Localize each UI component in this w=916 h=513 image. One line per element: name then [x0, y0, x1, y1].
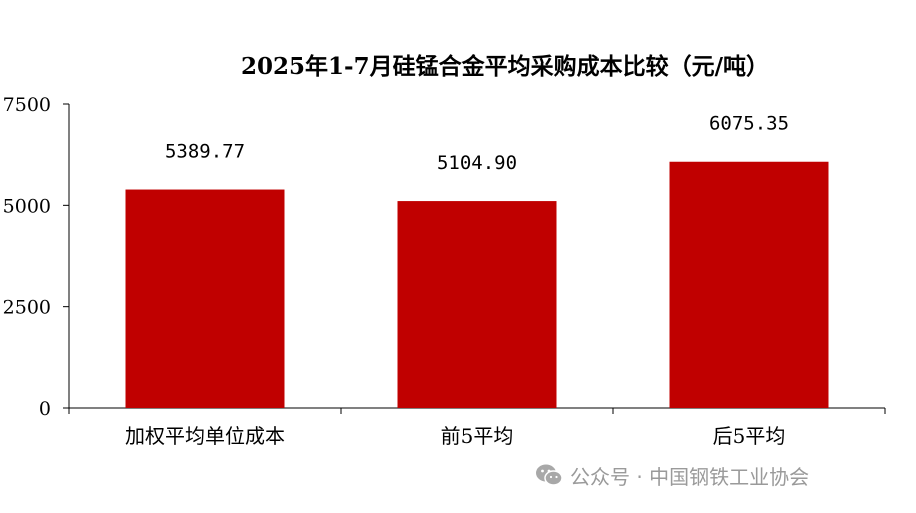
data-label: 6075.35	[709, 113, 789, 135]
y-tick-label: 7500	[3, 94, 51, 116]
y-tick-label: 5000	[3, 195, 51, 217]
x-tick-label: 后5平均	[713, 424, 786, 448]
axes: 0 2500 5000 7500 加权平均单位成本 前5平均 后5平均	[3, 94, 886, 448]
y-tick-label: 2500	[3, 297, 51, 319]
bar	[125, 189, 285, 408]
watermark: 公众号 · 中国钢铁工业协会	[534, 460, 809, 490]
x-tick-label: 加权平均单位成本	[125, 424, 285, 448]
wechat-icon	[536, 464, 563, 486]
bar	[397, 201, 557, 408]
watermark-text: 公众号 · 中国钢铁工业协会	[570, 464, 810, 489]
chart-title: 2025年1-7月硅锰合金平均采购成本比较（元/吨）	[241, 53, 769, 80]
bar	[669, 161, 829, 408]
y-tick-label: 0	[39, 398, 51, 420]
bars: 5389.77 5104.90 6075.35	[125, 113, 829, 408]
data-label: 5104.90	[437, 152, 517, 174]
data-label: 5389.77	[165, 141, 245, 163]
x-tick-label: 前5平均	[441, 424, 514, 448]
